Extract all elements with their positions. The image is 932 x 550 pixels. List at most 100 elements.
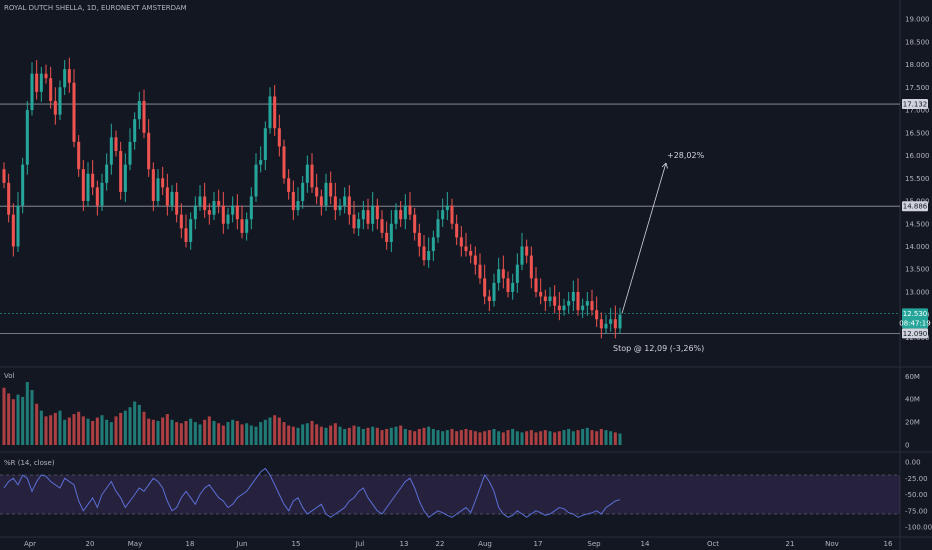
candle: [44, 73, 48, 79]
candle: [49, 78, 53, 101]
target-arrow: [621, 162, 667, 314]
volume-bar: [394, 426, 398, 445]
candle: [333, 196, 337, 211]
volume-bar: [72, 414, 76, 445]
volume-bar: [287, 425, 291, 445]
chart-title: ROYAL DUTCH SHELLA, 1D, EURONEXT AMSTERD…: [4, 4, 187, 12]
level-tag-label: 17.132: [903, 101, 928, 109]
volume-bar: [315, 424, 319, 445]
x-axis-label: Jul: [355, 540, 365, 548]
volume-bar: [161, 417, 165, 445]
volume-bar: [571, 431, 575, 445]
candle: [567, 301, 571, 306]
candle: [235, 205, 239, 220]
candle: [511, 282, 515, 292]
volume-bar: [459, 430, 463, 445]
candle: [156, 178, 160, 202]
volume-bar: [511, 428, 515, 445]
candle: [179, 214, 183, 229]
candle: [203, 196, 207, 211]
candle: [347, 196, 351, 215]
volume-bar: [417, 428, 421, 445]
volume-bar: [450, 428, 454, 445]
volume-bar: [422, 427, 426, 445]
candle: [422, 246, 426, 261]
candle: [385, 232, 389, 242]
candle: [137, 100, 141, 120]
volume-bar: [301, 424, 305, 445]
volume-bar: [86, 418, 90, 445]
candle: [254, 164, 258, 197]
candle: [268, 96, 272, 129]
candle: [128, 141, 132, 165]
candle: [151, 169, 155, 202]
volume-bar: [506, 430, 510, 445]
candle: [431, 237, 435, 252]
volume-bar: [249, 425, 253, 445]
candle: [343, 196, 347, 206]
volume-bar: [581, 428, 585, 445]
volume-bar: [371, 426, 375, 445]
price-tick-label: 15.500: [905, 175, 930, 183]
volume-bar: [455, 431, 459, 445]
candle: [282, 146, 286, 179]
candle: [21, 164, 25, 206]
price-tick-label: 14.500: [905, 220, 930, 228]
volume-bar: [329, 425, 333, 445]
volume-bar: [408, 430, 412, 445]
candle: [539, 291, 543, 297]
candle: [520, 246, 524, 265]
volume-bar: [207, 416, 211, 445]
volume-bar: [67, 417, 71, 445]
indicator-tick-label: -100.00: [905, 524, 932, 532]
candle: [245, 219, 249, 233]
candle: [273, 96, 277, 129]
volume-bar: [464, 428, 468, 445]
candle: [30, 73, 34, 111]
volume-bar: [319, 426, 323, 445]
x-axis-label: 16: [884, 540, 893, 548]
x-axis-label: Aug: [478, 540, 492, 548]
candle: [613, 319, 617, 329]
candle: [450, 205, 454, 224]
volume-bar: [137, 404, 141, 445]
volume-bar: [7, 393, 11, 445]
volume-bar: [291, 426, 295, 445]
volume-bar: [599, 428, 603, 445]
candle: [142, 100, 146, 133]
indicator-tick-label: 0.00: [905, 459, 921, 467]
candle: [576, 291, 580, 311]
volume-bar: [226, 422, 230, 445]
candle: [557, 305, 561, 311]
volume-bar: [277, 417, 281, 445]
price-tick-label: 17.000: [905, 107, 930, 115]
candle: [35, 73, 39, 92]
candle: [366, 210, 370, 224]
indicator-label: %R (14, close): [4, 459, 55, 467]
volume-bar: [193, 422, 197, 445]
candle: [389, 223, 393, 242]
volume-bar: [156, 420, 160, 445]
x-axis-label: 15: [292, 540, 301, 548]
candle: [193, 205, 197, 220]
volume-bar: [375, 427, 379, 445]
volume-bar: [487, 430, 491, 445]
volume-bar: [240, 424, 244, 445]
candle: [221, 205, 225, 224]
volume-bar: [385, 428, 389, 445]
volume-bar: [609, 431, 613, 445]
volume-bar: [44, 416, 48, 445]
volume-bar: [431, 428, 435, 445]
volume-bar: [483, 431, 487, 445]
price-tick-label: 18.500: [905, 38, 930, 46]
candle: [497, 269, 501, 283]
x-axis-label: Nov: [825, 540, 839, 548]
volume-bar: [231, 419, 235, 445]
volume-bar: [217, 423, 221, 445]
volume-bar: [245, 423, 249, 445]
candle: [483, 278, 487, 297]
volume-bar: [567, 428, 571, 445]
volume-bar: [119, 412, 123, 445]
